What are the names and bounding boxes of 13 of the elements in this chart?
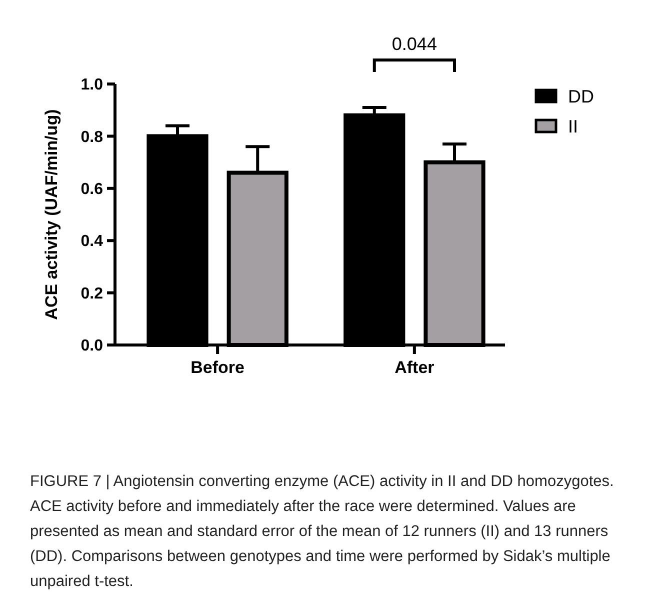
y-tick-label: 0.8 [80, 128, 104, 146]
y-axis-title: ACE activity (UAF/min/ug) [42, 109, 61, 320]
caption: FIGURE 7 | Angiotensin converting enzyme (ACE) activity in II and DD homozygotes. ACE activity before and immediately after the race were determined. Values are presented as mean and standard error of the mean of 12 runners (II) and 13 runners (DD). Comparisons between genotypes and time were performed by Sidak’s multiple unpaired t-test. [30, 472, 615, 592]
legend-label: II [568, 116, 578, 136]
y-tick-label: 0.2 [80, 285, 104, 302]
y-tick-label: 1.0 [80, 76, 104, 94]
text: 0.044 [392, 34, 437, 54]
x-tick-label: Before [190, 358, 244, 377]
y-tick-label: 0.0 [80, 338, 104, 355]
legend-label: DD [568, 86, 594, 106]
y-tick-label: 0.6 [80, 181, 104, 198]
y-tick-label: 0.4 [80, 233, 104, 250]
x-tick-label: After [394, 358, 435, 377]
